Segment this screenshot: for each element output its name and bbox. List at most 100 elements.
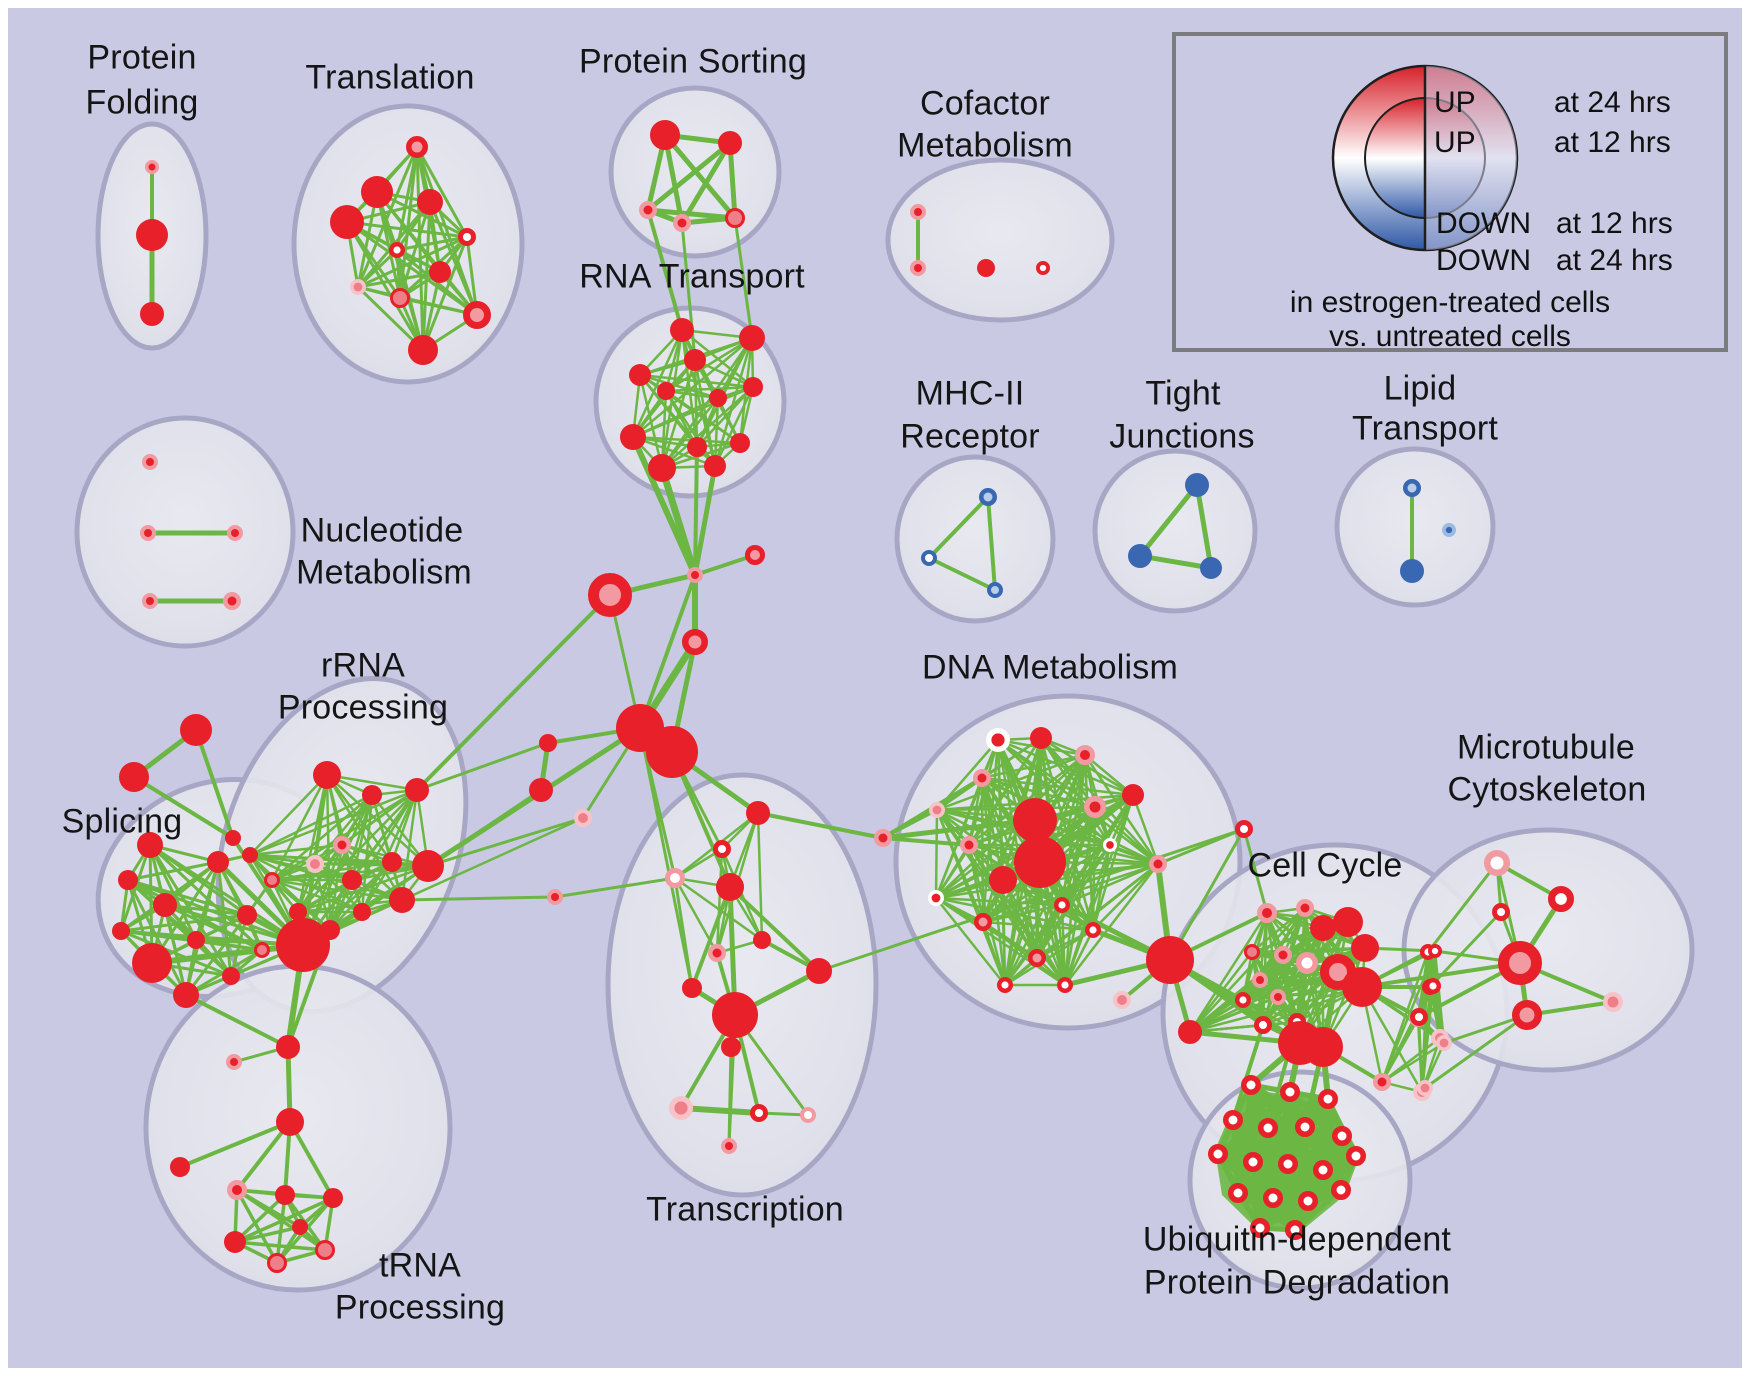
edge-g2-g3: [132, 775, 235, 840]
edge-x2-x5: [720, 847, 764, 942]
node-r6: [342, 870, 362, 890]
node-k23: [1178, 1020, 1202, 1044]
edge-d15-d17: [934, 896, 1064, 907]
node-r12: [289, 903, 307, 921]
edge-q6-q8: [233, 1240, 327, 1252]
node-d7: [1084, 796, 1106, 818]
node-h2: [646, 726, 698, 778]
edge-qh-q3: [235, 1120, 292, 1192]
edge-x8-x4: [728, 885, 821, 973]
node-d8: [1122, 784, 1144, 806]
node-mc2: [1547, 886, 1574, 913]
edge-d15-d21: [934, 896, 1067, 987]
node-ub9: [1243, 1152, 1263, 1172]
node-cL2: [529, 778, 553, 802]
node-t2: [361, 176, 393, 208]
edge-t1-t10: [415, 145, 479, 317]
node-cL4: [547, 889, 563, 905]
edge-t5-t11: [421, 235, 469, 352]
edge-r3-r13: [270, 788, 419, 882]
edge-q4-q7: [275, 1193, 287, 1265]
edge-n5-n6: [664, 385, 755, 393]
legend-time-label: at 24 hrs: [1556, 244, 1673, 277]
edge-r3-r14: [248, 788, 419, 857]
legend-time-label: at 24 hrs: [1554, 86, 1671, 119]
edge-k9-k23: [1188, 978, 1262, 1034]
node-x6: [708, 944, 726, 962]
node-q2: [170, 1157, 190, 1177]
edge-d11-d15: [934, 843, 971, 900]
node-n8: [620, 424, 646, 450]
node-ub4: [1223, 1110, 1243, 1130]
node-mc6: [1424, 978, 1441, 995]
edge-q5-q6: [233, 1196, 335, 1244]
edge-qh-q2: [178, 1120, 292, 1169]
node-d18: [1084, 922, 1101, 939]
node-n6: [657, 382, 675, 400]
node-q8: [315, 1240, 335, 1260]
node-q5: [323, 1188, 343, 1208]
node-sp10: [254, 942, 270, 958]
edge-ub12-ub13: [1235, 1153, 1359, 1196]
node-u2: [140, 525, 156, 541]
node-k3b: [1333, 907, 1363, 937]
node-d17: [1053, 897, 1070, 914]
node-mc3: [1491, 902, 1510, 921]
edge-d8-d14: [1131, 793, 1160, 866]
edge-r9-r14: [248, 853, 404, 902]
edge-t4-t11: [345, 220, 425, 352]
node-d22: [1146, 936, 1194, 984]
edge-d16-d21: [981, 920, 1067, 987]
node-q3: [227, 1180, 247, 1200]
node-n11: [704, 455, 726, 477]
node-k6: [1296, 952, 1318, 974]
edge-d12-d19: [1001, 878, 1039, 960]
edge-cE-x1: [756, 811, 885, 840]
node-n5: [743, 377, 763, 397]
node-d14: [1149, 855, 1167, 873]
edge-sp4-sp6: [150, 860, 220, 965]
edge-t5-t6: [395, 235, 469, 252]
node-t7: [429, 261, 451, 283]
edge-s2-s3: [645, 140, 733, 213]
node-d10: [1014, 836, 1066, 888]
cluster-tight-junctions: [1092, 448, 1258, 614]
edge-n7-n11: [713, 396, 720, 468]
node-g2: [119, 762, 149, 792]
node-k11: [1234, 992, 1251, 1009]
edge-k21-mc4: [1380, 949, 1437, 1084]
edge-r10-r14: [248, 853, 364, 914]
edge-s3-s5: [645, 207, 738, 221]
node-ub5: [1258, 1118, 1278, 1138]
node-s2: [718, 131, 742, 155]
node-x10: [721, 1037, 741, 1057]
edge-ub16-ub17: [1257, 1187, 1344, 1231]
node-s3: [639, 201, 657, 219]
node-sp2: [118, 870, 138, 890]
node-x1: [746, 801, 770, 825]
edge-d12-d21: [1001, 878, 1067, 987]
edge-wc1-k1: [1242, 827, 1269, 915]
edge-n7-n10: [660, 396, 720, 470]
edge-ub16-ub18: [1292, 1187, 1344, 1233]
edge-cL3-hub0: [301, 816, 585, 947]
edge-k22-mc6: [1420, 984, 1435, 1094]
node-ub3: [1318, 1089, 1338, 1109]
node-c3: [977, 259, 995, 277]
node-ub7: [1332, 1126, 1352, 1146]
edge-s3-n1: [646, 208, 684, 332]
edge-ub7-ub9: [1250, 1133, 1345, 1165]
node-q9: [292, 1219, 308, 1235]
node-mc5: [1498, 941, 1542, 985]
edge-k21-mc7: [1380, 1015, 1421, 1084]
edge-d4-d11: [967, 776, 984, 847]
edge-d5-d7: [935, 805, 1097, 812]
node-l1: [1403, 479, 1421, 497]
node-x7: [682, 978, 702, 998]
node-d1: [986, 728, 1011, 753]
node-ub1: [1241, 1075, 1261, 1095]
node-x11: [669, 1095, 694, 1120]
edge-wc1-d22: [1168, 827, 1246, 962]
node-x9: [712, 992, 758, 1038]
